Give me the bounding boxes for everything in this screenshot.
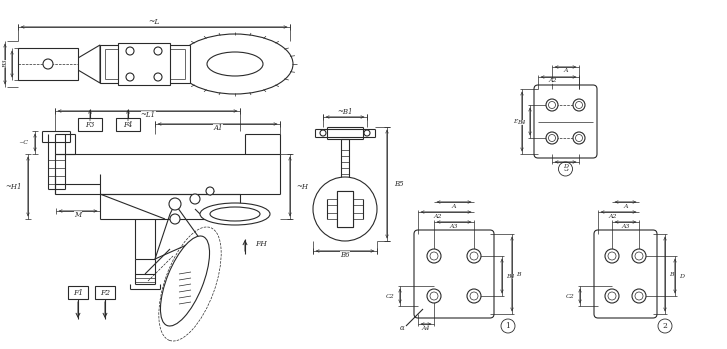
Text: ~L1: ~L1 bbox=[140, 111, 156, 119]
Circle shape bbox=[364, 130, 370, 136]
Text: ~C: ~C bbox=[18, 140, 28, 144]
Text: B5: B5 bbox=[394, 180, 403, 188]
Bar bbox=[68, 286, 88, 299]
Circle shape bbox=[605, 249, 619, 263]
Circle shape bbox=[43, 59, 53, 69]
Text: A2: A2 bbox=[549, 79, 558, 83]
Text: ~B1: ~B1 bbox=[337, 108, 353, 116]
Circle shape bbox=[206, 187, 214, 195]
Ellipse shape bbox=[200, 203, 270, 225]
Text: D: D bbox=[563, 163, 569, 169]
Ellipse shape bbox=[207, 52, 263, 76]
Bar bbox=[337, 191, 353, 227]
Circle shape bbox=[573, 132, 585, 144]
Circle shape bbox=[190, 194, 200, 204]
Text: A2: A2 bbox=[608, 214, 617, 218]
Ellipse shape bbox=[210, 207, 260, 221]
Circle shape bbox=[546, 99, 558, 111]
Text: A: A bbox=[451, 203, 457, 208]
Text: F4: F4 bbox=[124, 121, 133, 129]
Text: C2: C2 bbox=[566, 294, 575, 298]
Text: 3: 3 bbox=[563, 165, 568, 173]
Circle shape bbox=[467, 249, 481, 263]
Text: B: B bbox=[669, 272, 674, 276]
Circle shape bbox=[154, 47, 162, 55]
Text: B2: B2 bbox=[0, 60, 1, 68]
Text: A3: A3 bbox=[450, 223, 458, 229]
Circle shape bbox=[154, 73, 162, 81]
Circle shape bbox=[427, 249, 441, 263]
FancyBboxPatch shape bbox=[534, 85, 597, 158]
Circle shape bbox=[427, 289, 441, 303]
Bar bbox=[116, 118, 140, 131]
Circle shape bbox=[313, 177, 377, 241]
Text: D: D bbox=[679, 274, 684, 279]
Bar bbox=[18, 48, 78, 80]
Circle shape bbox=[467, 289, 481, 303]
Circle shape bbox=[126, 73, 134, 81]
Text: B6: B6 bbox=[340, 251, 350, 259]
Circle shape bbox=[573, 99, 585, 111]
Text: C2: C2 bbox=[386, 294, 395, 298]
Polygon shape bbox=[78, 45, 100, 83]
Text: B4: B4 bbox=[518, 119, 526, 125]
Ellipse shape bbox=[161, 236, 209, 326]
Text: 2: 2 bbox=[662, 322, 667, 330]
Bar bbox=[118, 43, 170, 85]
Text: F3: F3 bbox=[85, 121, 95, 129]
Bar bbox=[95, 286, 115, 299]
Text: A3: A3 bbox=[622, 223, 630, 229]
Text: ~L: ~L bbox=[148, 18, 160, 26]
Circle shape bbox=[546, 132, 558, 144]
Text: F2: F2 bbox=[100, 289, 110, 297]
Circle shape bbox=[170, 214, 180, 224]
FancyBboxPatch shape bbox=[414, 230, 494, 318]
Text: F1: F1 bbox=[73, 289, 83, 297]
Text: 1: 1 bbox=[505, 322, 510, 330]
Circle shape bbox=[320, 130, 326, 136]
Text: B3: B3 bbox=[3, 60, 8, 68]
Text: A1: A1 bbox=[213, 124, 222, 132]
Text: A: A bbox=[624, 203, 628, 208]
Text: A4: A4 bbox=[422, 326, 430, 331]
Text: B4: B4 bbox=[506, 274, 515, 279]
Text: B: B bbox=[513, 119, 518, 124]
Text: ~H1: ~H1 bbox=[6, 183, 22, 191]
Ellipse shape bbox=[177, 34, 293, 94]
FancyBboxPatch shape bbox=[594, 230, 657, 318]
Circle shape bbox=[126, 47, 134, 55]
Text: A2: A2 bbox=[434, 214, 442, 218]
Circle shape bbox=[632, 249, 646, 263]
Text: A: A bbox=[563, 68, 569, 74]
Bar bbox=[100, 45, 190, 83]
Text: α: α bbox=[400, 324, 404, 332]
Bar bbox=[78, 118, 102, 131]
Text: B: B bbox=[516, 272, 521, 276]
Text: FH: FH bbox=[255, 240, 267, 248]
Circle shape bbox=[169, 198, 181, 210]
Text: M: M bbox=[74, 211, 81, 219]
Circle shape bbox=[605, 289, 619, 303]
Text: ~H: ~H bbox=[296, 183, 308, 191]
Circle shape bbox=[632, 289, 646, 303]
